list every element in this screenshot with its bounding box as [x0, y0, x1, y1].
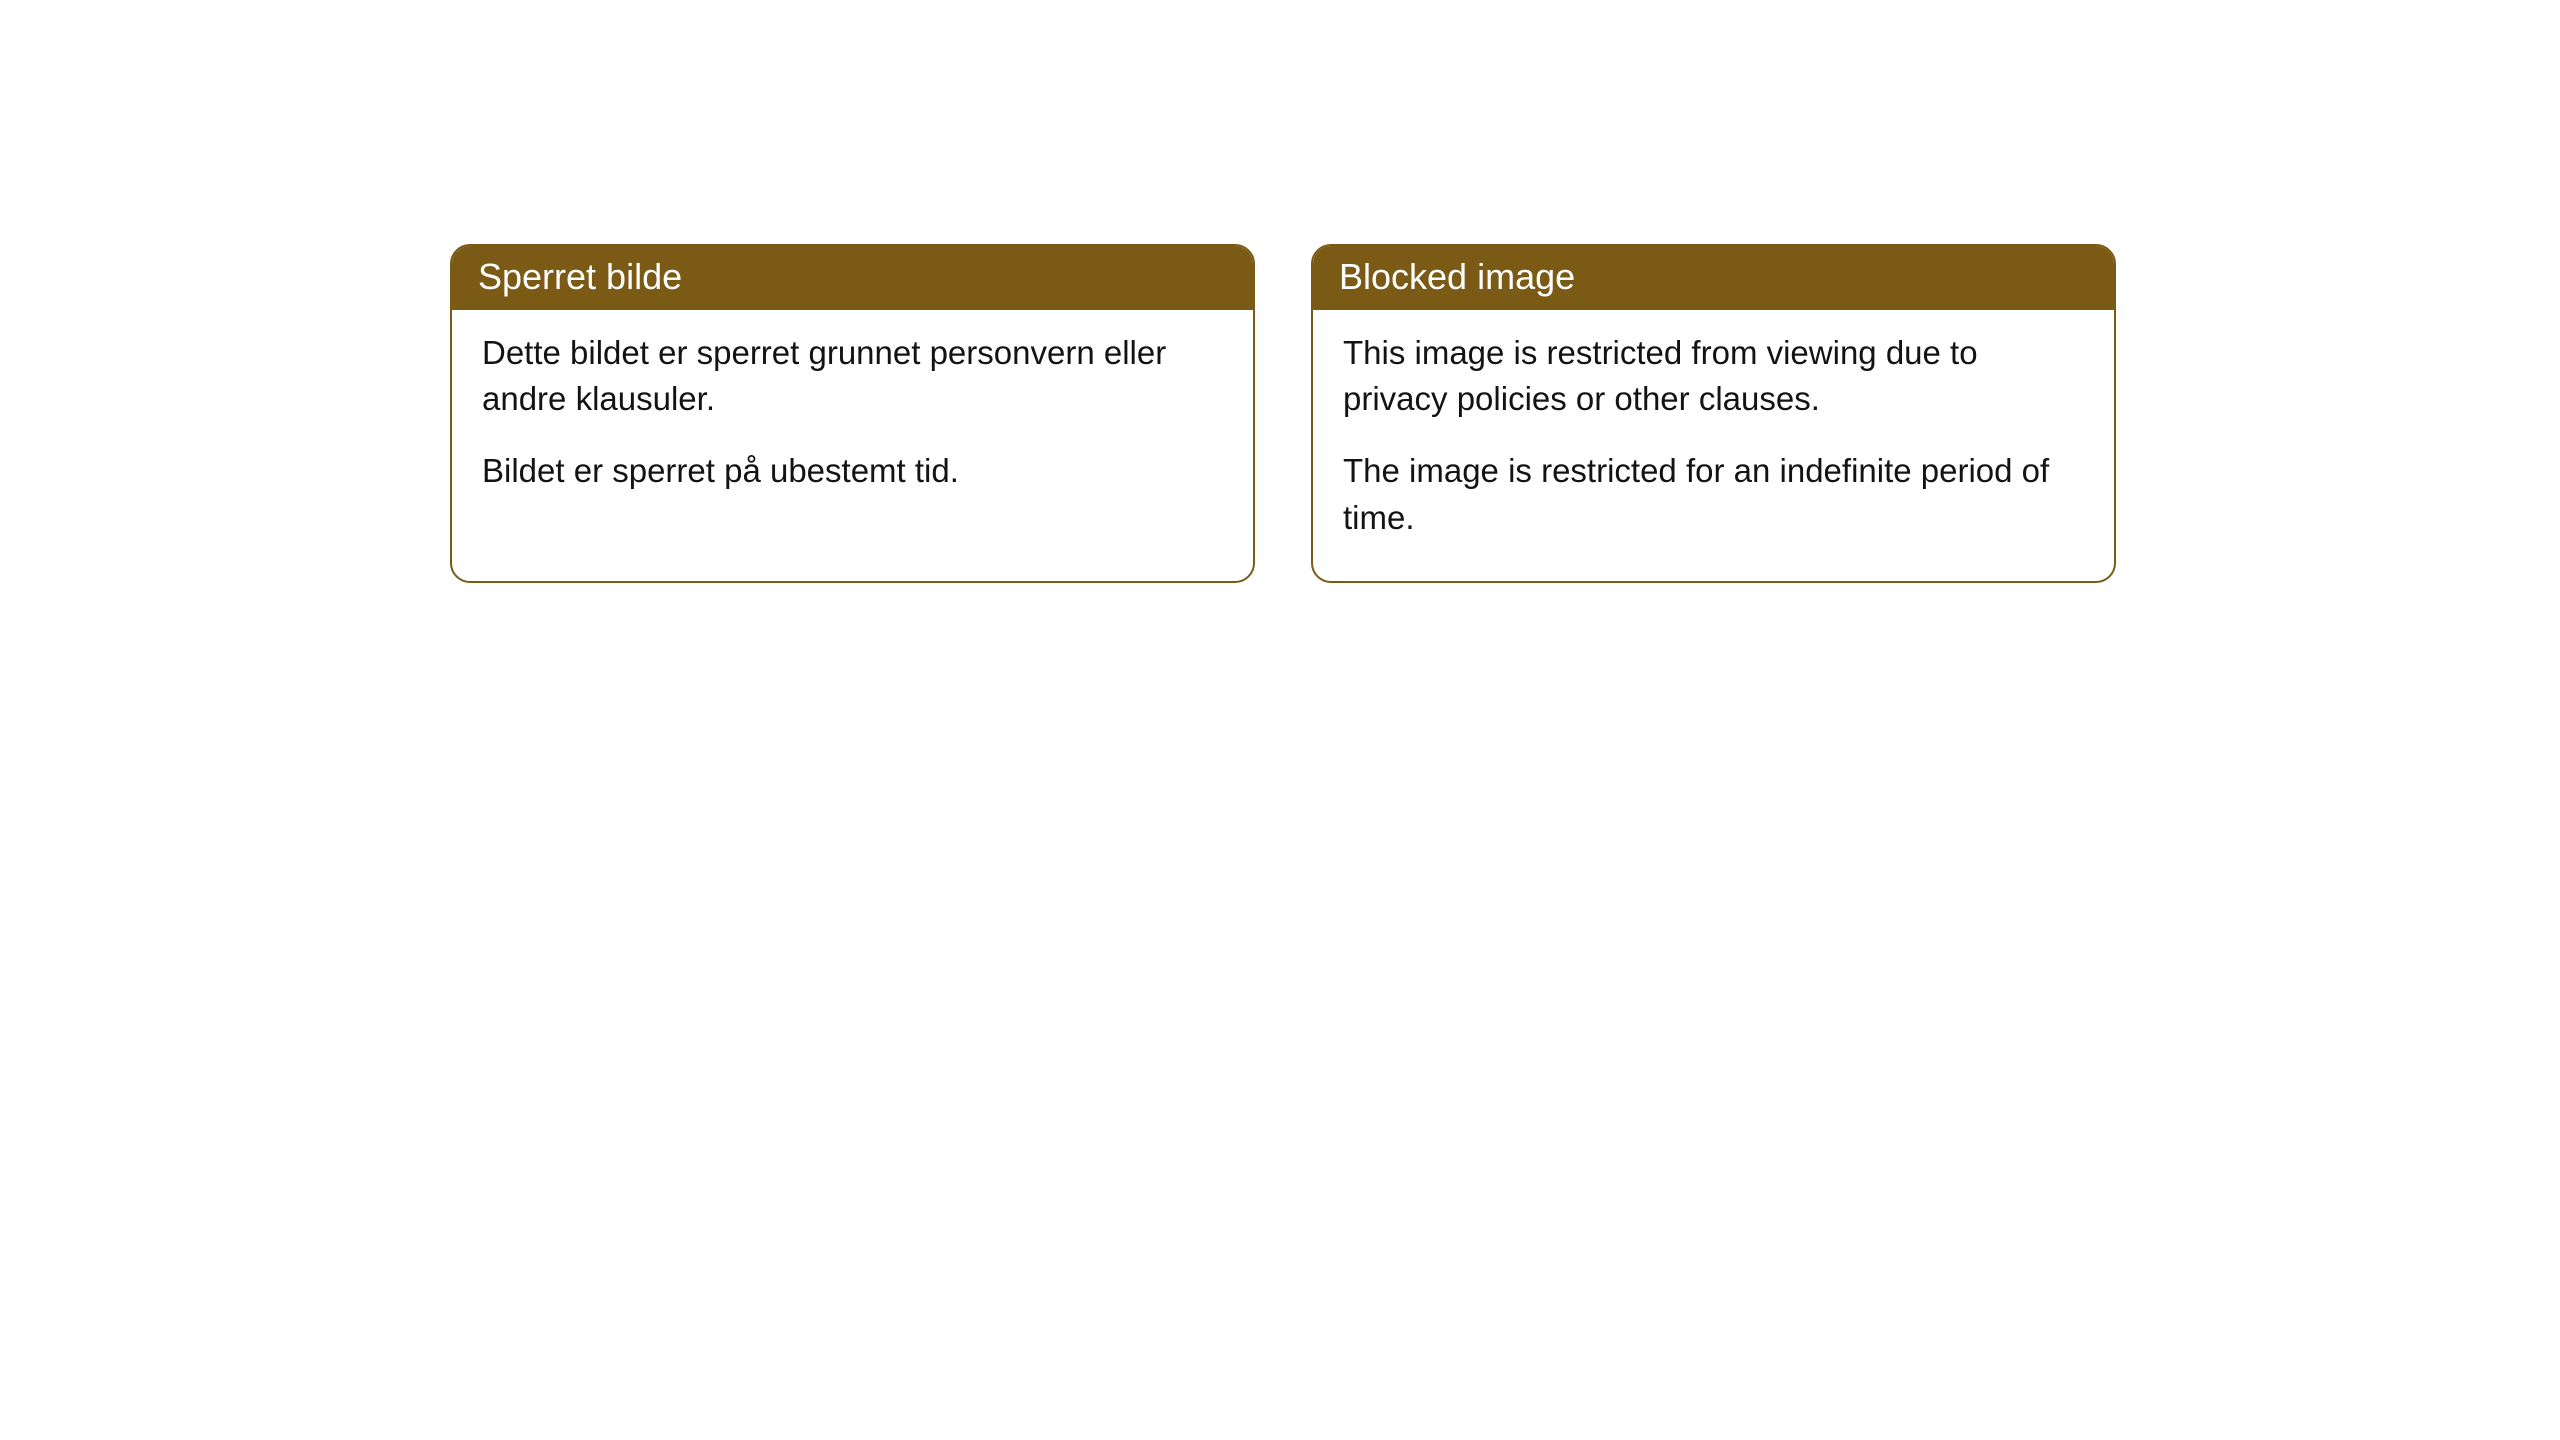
card-norwegian: Sperret bilde Dette bildet er sperret gr… — [450, 244, 1255, 583]
card-body-english: This image is restricted from viewing du… — [1313, 310, 2114, 581]
card-para2-norwegian: Bildet er sperret på ubestemt tid. — [482, 448, 1223, 494]
card-header-english: Blocked image — [1313, 246, 2114, 310]
card-body-norwegian: Dette bildet er sperret grunnet personve… — [452, 310, 1253, 535]
card-para2-english: The image is restricted for an indefinit… — [1343, 448, 2084, 540]
card-english: Blocked image This image is restricted f… — [1311, 244, 2116, 583]
cards-container: Sperret bilde Dette bildet er sperret gr… — [450, 244, 2116, 583]
card-title-norwegian: Sperret bilde — [478, 256, 682, 297]
card-para1-english: This image is restricted from viewing du… — [1343, 330, 2084, 422]
card-title-english: Blocked image — [1339, 256, 1575, 297]
card-header-norwegian: Sperret bilde — [452, 246, 1253, 310]
card-para1-norwegian: Dette bildet er sperret grunnet personve… — [482, 330, 1223, 422]
